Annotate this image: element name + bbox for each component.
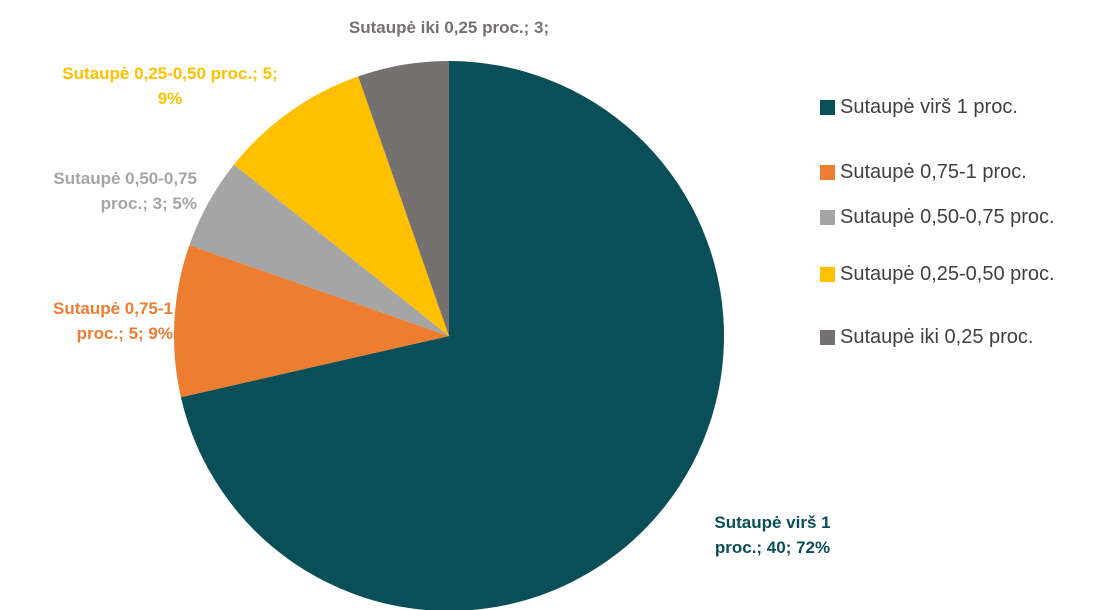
pie-slice (180, 61, 724, 610)
legend-swatch (820, 210, 835, 225)
legend-item: Sutaupė 0,25-0,50 proc. (820, 262, 1085, 286)
legend-label: Sutaupė iki 0,25 proc. (840, 326, 1034, 348)
legend-item: Sutaupė virš 1 proc. (820, 95, 1085, 119)
data-label: Sutaupė 0,50-0,75 proc.; 3; 5% (53, 169, 197, 213)
data-label: Sutaupė iki 0,25 proc.; 3; (348, 18, 550, 37)
legend-item: Sutaupė 0,50-0,75 proc. (820, 205, 1085, 229)
legend-label: Sutaupė 0,75-1 proc. (840, 161, 1027, 183)
legend-swatch (820, 267, 835, 282)
legend-label: Sutaupė 0,50-0,75 proc. (840, 206, 1055, 228)
pie-slice (358, 61, 449, 336)
pie-slice (174, 245, 449, 398)
legend-swatch (820, 330, 835, 345)
legend-swatch (820, 165, 835, 180)
legend-label: Sutaupė virš 1 proc. (840, 96, 1018, 118)
legend-swatch (820, 100, 835, 115)
legend-label: Sutaupė 0,25-0,50 proc. (840, 263, 1055, 285)
data-label: Sutaupė 0,25-0,50 proc.; 5; 9% (62, 64, 278, 108)
data-label: Sutaupė virš 1 proc.; 40; 72% (714, 513, 831, 557)
pie-slice (189, 164, 450, 336)
legend-item: Sutaupė iki 0,25 proc. (820, 325, 1085, 349)
data-label: Sutaupė 0,75-1 proc.; 5; 9% (53, 299, 173, 343)
legend-item: Sutaupė 0,75-1 proc. (820, 160, 1085, 184)
pie-slice (233, 76, 449, 337)
